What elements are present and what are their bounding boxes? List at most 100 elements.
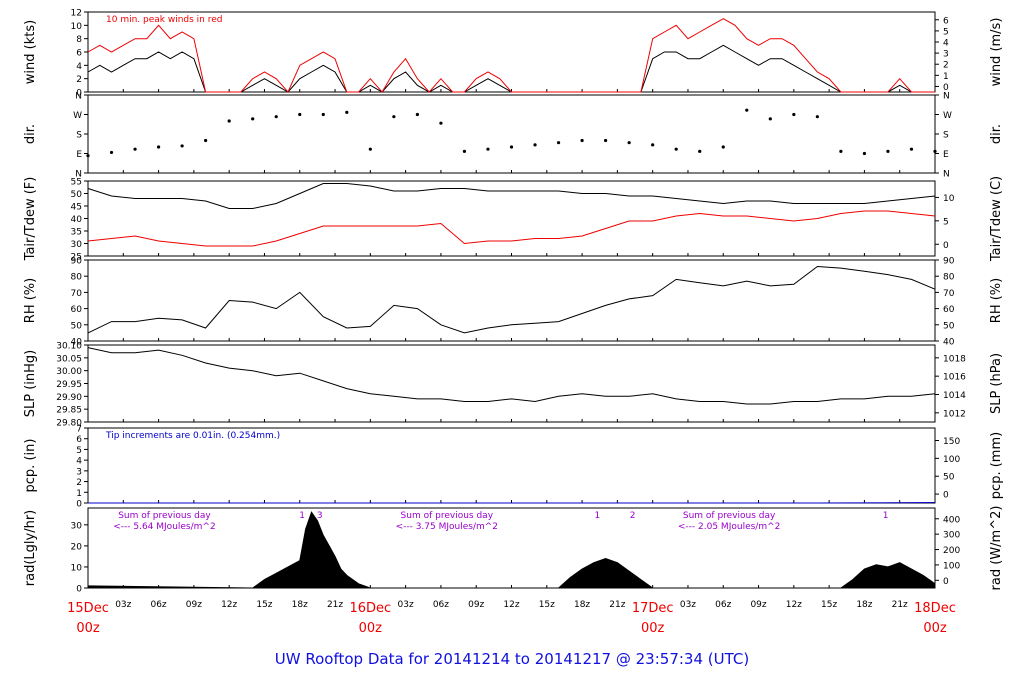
tick-label-right: 0 [943, 83, 949, 93]
ylabel-left: SLP (inHg) [23, 350, 38, 418]
time-axis: 03z 06z 09z 12z 15z 18z 21z 03z 06z 09z 12z 15z 18z 2… [67, 600, 956, 636]
tick-label: E [76, 150, 82, 160]
direction-point [604, 138, 608, 143]
tick-label: 0 [76, 585, 82, 595]
series-line-precipitation-0 [88, 502, 936, 504]
tick-label-right: E [943, 150, 949, 160]
tick-label: 55 [71, 178, 82, 188]
tick-label: 2 [76, 478, 82, 488]
direction-point [439, 121, 443, 125]
tick-label: 50 [71, 190, 83, 200]
tick-label: 0 [76, 89, 82, 99]
time-tick-label: 15z [539, 600, 555, 610]
day-hour-label: 00z [641, 621, 665, 636]
tick-label: 60 [71, 305, 83, 315]
direction-point [651, 143, 655, 147]
direction-point [392, 115, 396, 119]
series-line-wind-0 [87, 44, 935, 93]
ylabel-right: pcp. (mm) [989, 432, 1004, 499]
tick-label: 10 [71, 22, 83, 32]
tick-label: 35 [71, 228, 82, 238]
time-tick-label: 15z [821, 600, 837, 610]
direction-point [415, 112, 419, 117]
tick-label-right: 400 [943, 515, 960, 525]
tick-label-right: 1 [943, 72, 949, 82]
day-label: 18Dec [914, 601, 956, 616]
direction-point [321, 112, 325, 117]
ylabel-right: SLP (hPa) [989, 353, 1004, 414]
tick-label: 50 [71, 321, 83, 331]
tick-label: 1 [76, 489, 82, 499]
panel-radiation: rad(Lgly/hr) rad (W/m^2)01020300100200300… [23, 506, 1004, 595]
tick-label: 25 [71, 253, 82, 263]
series-line-wind-1 [87, 18, 935, 93]
tick-label: S [76, 131, 82, 141]
tick-label: 29.85 [56, 406, 82, 416]
radiation-marker: 1 [595, 511, 601, 521]
tick-label: 70 [71, 289, 83, 299]
ylabel-right: dir. [989, 124, 1004, 144]
direction-point [815, 115, 819, 119]
day-label: 15Dec [67, 601, 109, 616]
tick-label: 30.05 [56, 354, 82, 364]
direction-point [345, 110, 349, 114]
tick-label: 12 [71, 9, 82, 19]
tick-label: 4 [76, 62, 82, 72]
tick-label-right: N [943, 92, 950, 102]
time-tick-label: 15z [256, 600, 272, 610]
time-tick-label: 21z [609, 600, 625, 610]
time-tick-label: 21z [327, 600, 343, 610]
tick-label: 6 [76, 49, 82, 59]
day-hour-label: 00z [359, 621, 383, 636]
series-line-temperature-1 [87, 210, 936, 247]
tick-label-right: 5 [943, 27, 949, 37]
tick-label-right: 1016 [943, 373, 966, 383]
ylabel-right: wind (m/s) [989, 18, 1004, 87]
tick-label-right: 0 [943, 241, 949, 251]
time-tick-label: 12z [221, 600, 237, 610]
panel-frame [87, 180, 936, 257]
tick-label: 5 [76, 446, 82, 456]
tick-label-right: 60 [943, 305, 955, 315]
direction-point [909, 147, 914, 151]
tick-label: 20 [71, 542, 83, 552]
radiation-annotation: Sum of previous day [683, 511, 776, 521]
direction-point [792, 112, 796, 117]
tick-label-right: 100 [943, 561, 960, 571]
tick-label-right: 1012 [943, 409, 966, 419]
tick-label: N [75, 92, 82, 102]
footer-title: UW Rooftop Data for 20141214 to 20141217… [274, 650, 750, 668]
tick-label: 8 [76, 35, 82, 45]
ylabel-right: rad (W/m^2) [989, 506, 1004, 591]
direction-point [533, 143, 537, 147]
radiation-marker: 2 [630, 511, 636, 521]
ylabel-left: rad(Lgly/hr) [23, 510, 38, 586]
direction-point [933, 149, 937, 153]
day-hour-label: 00z [923, 621, 947, 636]
direction-point [274, 115, 278, 119]
time-tick-label: 06z [433, 600, 449, 610]
tick-label-right: 2 [943, 61, 949, 71]
tick-label-right: 40 [943, 338, 955, 348]
ylabel-left: RH (%) [23, 278, 38, 323]
tick-label-right: 0 [943, 491, 949, 501]
tick-label: N [75, 170, 82, 180]
time-tick-label: 12z [503, 600, 519, 610]
direction-point [109, 150, 114, 155]
time-tick-label: 09z [186, 600, 202, 610]
tick-label-right: 0 [943, 577, 949, 587]
tick-label: 29.80 [56, 419, 82, 429]
panel-direction: dir. dir.N NE ES SW WN N [23, 92, 1004, 180]
tick-label-right: 300 [943, 531, 960, 541]
radiation-annotation: <--- 2.05 MJoules/m^2 [678, 522, 780, 532]
tick-label-right: 6 [943, 16, 949, 26]
direction-point [721, 145, 725, 149]
direction-point [862, 151, 867, 156]
direction-point [509, 145, 514, 149]
direction-point [227, 119, 231, 123]
time-tick-label: 18z [856, 600, 872, 610]
tick-label: 29.95 [56, 380, 82, 390]
time-tick-label: 12z [786, 600, 802, 610]
time-tick-label: 06z [150, 600, 166, 610]
